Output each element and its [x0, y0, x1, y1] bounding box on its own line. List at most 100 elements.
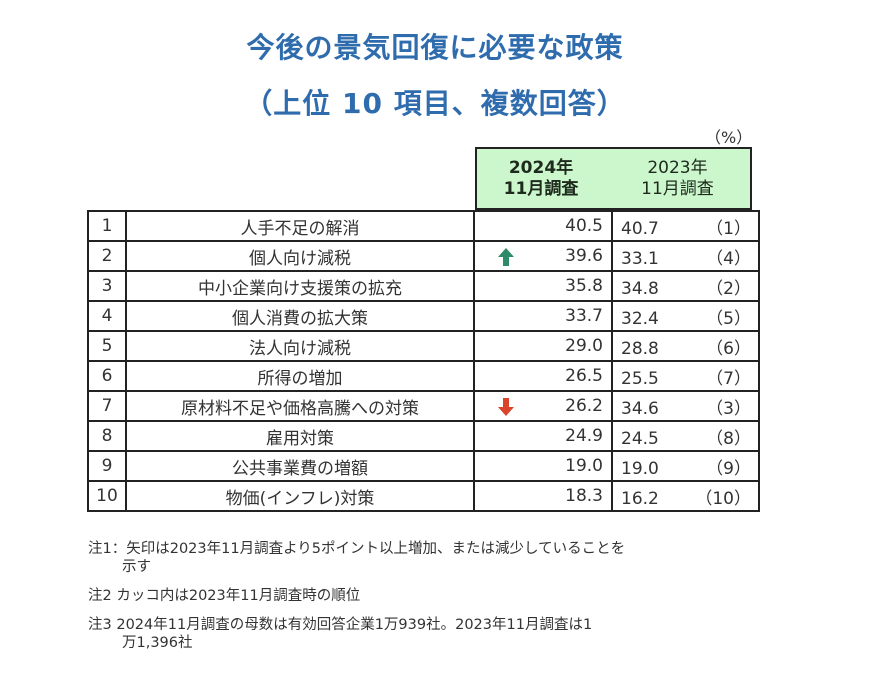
value-2024-cell: 35.8: [473, 270, 613, 302]
value-2024: 26.2: [565, 396, 603, 416]
rank-cell: 4: [87, 300, 127, 332]
value-2024-cell: 26.2: [473, 390, 613, 422]
note-3-text: 2024年11月調査の母数は有効回答企業1万939社。2023年11月調査は1: [116, 617, 593, 633]
table-row: 1 人手不足の解消 40.5 40.7 （1）: [87, 210, 760, 242]
value-2024: 35.8: [565, 276, 603, 296]
header-2024-year: 2024年: [508, 157, 574, 178]
arrow-down-icon: [498, 398, 514, 416]
value-2023-cell: 24.5 （8）: [611, 420, 760, 452]
unit-label: （%）: [705, 128, 753, 147]
policy-item-cell: 個人消費の拡大策: [125, 300, 475, 332]
rank-2023: （3）: [706, 398, 751, 419]
table-row: 10 物価(インフレ)対策 18.3 16.2 （10）: [87, 480, 760, 512]
value-2024-cell: 24.9: [473, 420, 613, 452]
policy-item-cell: 原材料不足や価格高騰への対策: [125, 390, 475, 422]
note-2-label: 注2: [88, 588, 112, 604]
rank-2023: （10）: [695, 488, 751, 509]
value-2024: 19.0: [565, 456, 603, 476]
policy-item-cell: 法人向け減税: [125, 330, 475, 362]
value-2023-cell: 16.2 （10）: [611, 480, 760, 512]
rank-2023: （5）: [706, 308, 751, 329]
page-title: 今後の景気回復に必要な政策: [246, 31, 624, 64]
rank-2023: （9）: [706, 458, 751, 479]
value-2023: 33.1: [621, 248, 659, 269]
value-2024-cell: 40.5: [473, 210, 613, 242]
value-2023: 28.8: [621, 338, 659, 359]
rank-cell: 3: [87, 270, 127, 302]
note-2: 注2 カッコ内は2023年11月調査時の順位: [88, 587, 360, 605]
value-2024: 39.6: [565, 246, 603, 266]
header-2023-survey: 11月調査: [641, 178, 714, 199]
value-2024: 26.5: [565, 366, 603, 386]
table-row: 4 個人消費の拡大策 33.7 32.4 （5）: [87, 300, 760, 332]
table-row: 3 中小企業向け支援策の拡充 35.8 34.8 （2）: [87, 270, 760, 302]
value-2024: 33.7: [565, 306, 603, 326]
value-2023: 16.2: [621, 488, 659, 509]
policy-item-cell: 物価(インフレ)対策: [125, 480, 475, 512]
note-3: 注3 2024年11月調査の母数は有効回答企業1万939社。2023年11月調査…: [88, 616, 768, 652]
policy-item-cell: 所得の増加: [125, 360, 475, 392]
policy-ranking-table: 1 人手不足の解消 40.5 40.7 （1） 2 個人向け減税 39.6 33.1 （4） 3 中小…: [87, 210, 760, 512]
rank-2023: （1）: [706, 218, 751, 239]
value-2023-cell: 33.1 （4）: [611, 240, 760, 272]
value-2024-cell: 18.3: [473, 480, 613, 512]
header-2024-survey: 11月調査: [503, 178, 579, 199]
table-row: 2 個人向け減税 39.6 33.1 （4）: [87, 240, 760, 272]
rank-cell: 8: [87, 420, 127, 452]
value-2023: 19.0: [621, 458, 659, 479]
header-2024: 2024年 11月調査: [475, 147, 607, 210]
value-2024-cell: 33.7: [473, 300, 613, 332]
value-2023: 32.4: [621, 308, 659, 329]
rank-cell: 9: [87, 450, 127, 482]
note-3-text-cont: 万1,396社: [122, 635, 193, 651]
rank-cell: 6: [87, 360, 127, 392]
table-row: 7 原材料不足や価格高騰への対策 26.2 34.6 （3）: [87, 390, 760, 422]
value-2023: 34.8: [621, 278, 659, 299]
rank-cell: 10: [87, 480, 127, 512]
value-2023-cell: 32.4 （5）: [611, 300, 760, 332]
table-row: 6 所得の増加 26.5 25.5 （7）: [87, 360, 760, 392]
rank-cell: 7: [87, 390, 127, 422]
value-2024: 24.9: [565, 426, 603, 446]
value-2024-cell: 26.5: [473, 360, 613, 392]
rank-2023: （6）: [706, 338, 751, 359]
value-2023: 25.5: [621, 368, 659, 389]
note-2-text: カッコ内は2023年11月調査時の順位: [116, 588, 361, 604]
value-2023-cell: 40.7 （1）: [611, 210, 760, 242]
policy-item-cell: 人手不足の解消: [125, 210, 475, 242]
table-row: 8 雇用対策 24.9 24.5 （8）: [87, 420, 760, 452]
rank-2023: （4）: [706, 248, 751, 269]
value-2024: 29.0: [565, 336, 603, 356]
rank-cell: 1: [87, 210, 127, 242]
header-2023-year: 2023年: [647, 157, 708, 178]
value-2023-cell: 25.5 （7）: [611, 360, 760, 392]
rank-2023: （8）: [706, 428, 751, 449]
note-1-text: 矢印は2023年11月調査より5ポイント以上増加、または減少していることを: [126, 541, 626, 557]
value-2024-cell: 39.6: [473, 240, 613, 272]
value-2023-cell: 34.8 （2）: [611, 270, 760, 302]
value-2023: 40.7: [621, 218, 659, 239]
value-2024: 40.5: [565, 216, 603, 236]
note-3-label: 注3: [88, 617, 112, 633]
value-2023: 34.6: [621, 398, 659, 419]
value-2024-cell: 19.0: [473, 450, 613, 482]
rank-cell: 2: [87, 240, 127, 272]
note-1-label: 注1：: [88, 541, 127, 557]
value-2023-cell: 34.6 （3）: [611, 390, 760, 422]
page-subtitle: （上位 10 項目、複数回答）: [244, 87, 626, 120]
policy-item-cell: 雇用対策: [125, 420, 475, 452]
header-2023: 2023年 11月調査: [605, 147, 752, 210]
note-1-text-cont: 示す: [122, 559, 151, 575]
value-2024-cell: 29.0: [473, 330, 613, 362]
value-2024: 18.3: [565, 486, 603, 506]
table-row: 9 公共事業費の増額 19.0 19.0 （9）: [87, 450, 760, 482]
policy-item-cell: 公共事業費の増額: [125, 450, 475, 482]
policy-item-cell: 中小企業向け支援策の拡充: [125, 270, 475, 302]
note-1: 注1：矢印は2023年11月調査より5ポイント以上増加、または減少していることを…: [88, 540, 758, 576]
rank-2023: （7）: [706, 368, 751, 389]
rank-2023: （2）: [706, 278, 751, 299]
rank-cell: 5: [87, 330, 127, 362]
policy-item-cell: 個人向け減税: [125, 240, 475, 272]
value-2023-cell: 28.8 （6）: [611, 330, 760, 362]
value-2023: 24.5: [621, 428, 659, 449]
